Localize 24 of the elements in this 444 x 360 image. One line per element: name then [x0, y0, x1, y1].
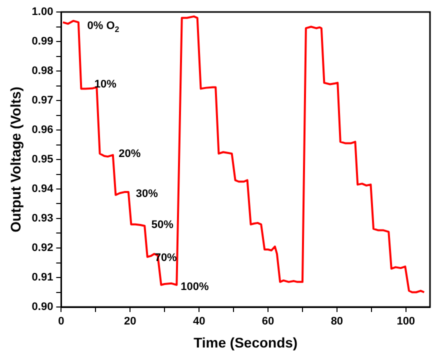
x-tick-label: 80 — [330, 316, 344, 328]
x-tick-label: 40 — [192, 316, 206, 328]
x-tick-label: 20 — [124, 316, 136, 328]
y-axis-title: Output Voltage (Volts) — [7, 86, 24, 232]
y-tick-label: 0.95 — [32, 154, 54, 166]
annotation: 100% — [180, 280, 210, 293]
x-tick-label: 0 — [58, 316, 64, 328]
y-tick-label: 0.93 — [32, 212, 54, 225]
annotation: 20% — [118, 148, 141, 160]
y-tick-label: 0.90 — [32, 301, 54, 314]
annotation: 50% — [151, 218, 174, 231]
y-tick-label: 1.00 — [32, 6, 54, 18]
y-tick-label: 0.91 — [32, 272, 54, 284]
y-tick-label: 0.98 — [32, 65, 54, 78]
x-axis-title: Time (Seconds) — [194, 334, 298, 350]
y-tick-label: 0.96 — [32, 124, 54, 136]
annotation: 30% — [136, 188, 158, 200]
y-tick-label: 0.97 — [32, 94, 54, 107]
y-tick-label: 0.92 — [32, 242, 54, 254]
annotation: 10% — [94, 78, 117, 90]
x-tick-label: 60 — [262, 316, 274, 328]
y-tick-label: 0.99 — [32, 36, 54, 48]
x-tick-label: 100 — [396, 316, 416, 328]
y-tick-label: 0.94 — [32, 183, 54, 196]
